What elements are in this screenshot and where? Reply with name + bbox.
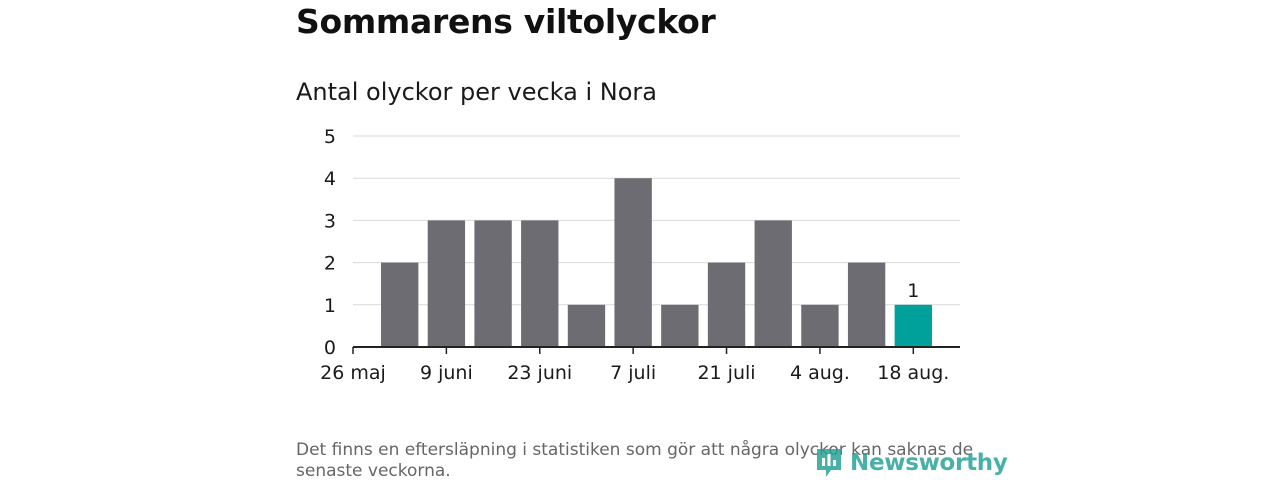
x-tick-label: 9 juni [420,362,473,384]
x-tick-label: 26 maj [320,362,386,384]
y-tick-label: 4 [324,168,336,190]
bar [567,304,606,347]
y-tick-label: 0 [324,337,336,359]
chart-subtitle: Antal olyckor per vecka i Nora [296,78,657,106]
x-tick-label: 4 aug. [790,362,850,384]
bar [661,304,699,347]
x-tick-label: 18 aug. [877,362,949,384]
y-tick-label: 2 [324,253,336,275]
bar [847,262,886,347]
bar [474,220,512,347]
x-tick-label: 23 juni [507,362,572,384]
newsworthy-logo-icon [817,449,841,477]
bar [801,304,839,347]
newsworthy-logo[interactable]: Newsworthy [814,446,1008,480]
y-tick-label: 1 [324,295,336,317]
data-label: 1 [907,280,919,302]
x-tick-label: 21 juli [697,362,755,384]
bar [381,262,419,347]
y-tick-label: 3 [324,210,336,232]
bar [427,220,466,347]
chart-title: Sommarens viltolyckor [296,2,716,41]
bar [894,304,932,347]
bar [614,178,652,347]
logo-text: Newsworthy [850,450,1008,476]
bar [521,220,559,347]
bar [707,262,746,347]
bar [754,220,792,347]
y-tick-label: 5 [324,126,336,148]
footnote: Det finns en eftersläpning i statistiken… [296,440,974,481]
bar-chart: 0 1 2 3 4 5 1 26 maj 9 juni 23 juni 7 juli 21 juli 4… [320,126,960,384]
x-tick-label: 7 juli [610,362,656,384]
